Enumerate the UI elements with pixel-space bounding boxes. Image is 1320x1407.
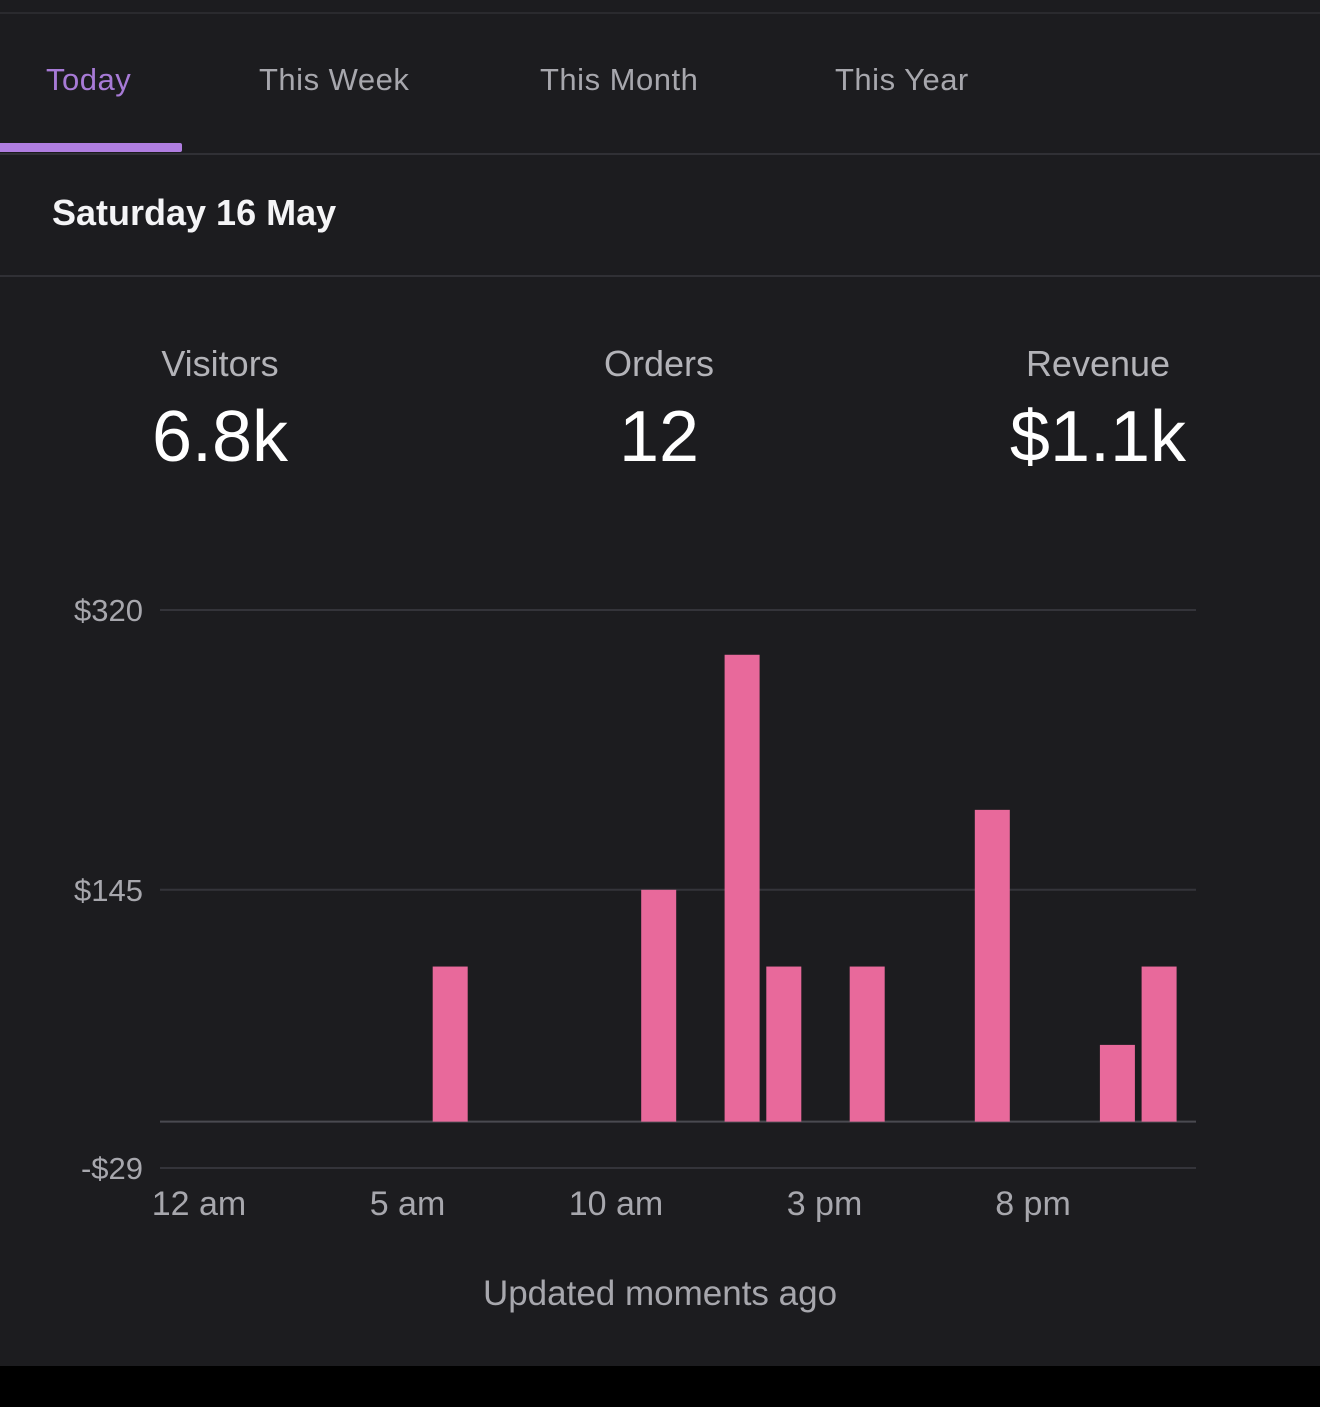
- tab-today[interactable]: Today: [46, 62, 132, 97]
- bar-11-am[interactable]: [641, 889, 677, 1122]
- revenue-bar-chart: $320 $145 -$29 12 am 5 am 10 am 3 pm 8 pm: [74, 593, 1196, 1223]
- updated-status: Updated moments ago: [482, 1274, 838, 1313]
- active-tab-indicator: [0, 143, 182, 152]
- y-tick-label: $320: [74, 593, 143, 628]
- x-tick-label: 8 pm: [995, 1185, 1071, 1223]
- bar-2-pm[interactable]: [766, 966, 802, 1122]
- bar-4-pm[interactable]: [849, 966, 885, 1122]
- metric-revenue-value: $1.1k: [1009, 397, 1187, 477]
- metric-orders-value: 12: [618, 397, 700, 477]
- metric-visitors-label: Visitors: [161, 343, 279, 384]
- tab-this-month[interactable]: This Month: [540, 62, 699, 97]
- metric-orders: Orders 12: [499, 340, 819, 480]
- metric-orders-label: Orders: [603, 343, 715, 384]
- top-divider: [0, 12, 1320, 14]
- metric-revenue: Revenue $1.1k: [938, 340, 1258, 480]
- tab-divider: [0, 153, 1320, 155]
- bottom-bar: [0, 1366, 1320, 1407]
- bar-1-pm[interactable]: [724, 654, 760, 1122]
- x-tick-label: 12 am: [152, 1185, 247, 1223]
- bar-11-pm[interactable]: [1141, 966, 1177, 1122]
- date-divider: [0, 275, 1320, 277]
- app-screen: Today This Week This Month This Year Sat…: [0, 0, 1320, 1366]
- tab-this-year[interactable]: This Year: [835, 62, 969, 97]
- metric-visitors-value: 6.8k: [151, 397, 289, 477]
- bar-10-pm[interactable]: [1099, 1044, 1135, 1122]
- date-title: Saturday 16 May: [52, 192, 337, 233]
- x-tick-label: 5 am: [370, 1185, 446, 1223]
- bar-7-pm[interactable]: [974, 809, 1010, 1122]
- tab-this-week[interactable]: This Week: [259, 62, 410, 97]
- y-tick-label: $145: [74, 873, 143, 908]
- metric-visitors: Visitors 6.8k: [60, 340, 380, 480]
- bar-6-am[interactable]: [432, 966, 468, 1122]
- y-tick-label: -$29: [81, 1151, 143, 1186]
- x-tick-label: 10 am: [569, 1185, 664, 1223]
- x-tick-label: 3 pm: [787, 1185, 863, 1223]
- metric-revenue-label: Revenue: [1025, 343, 1171, 384]
